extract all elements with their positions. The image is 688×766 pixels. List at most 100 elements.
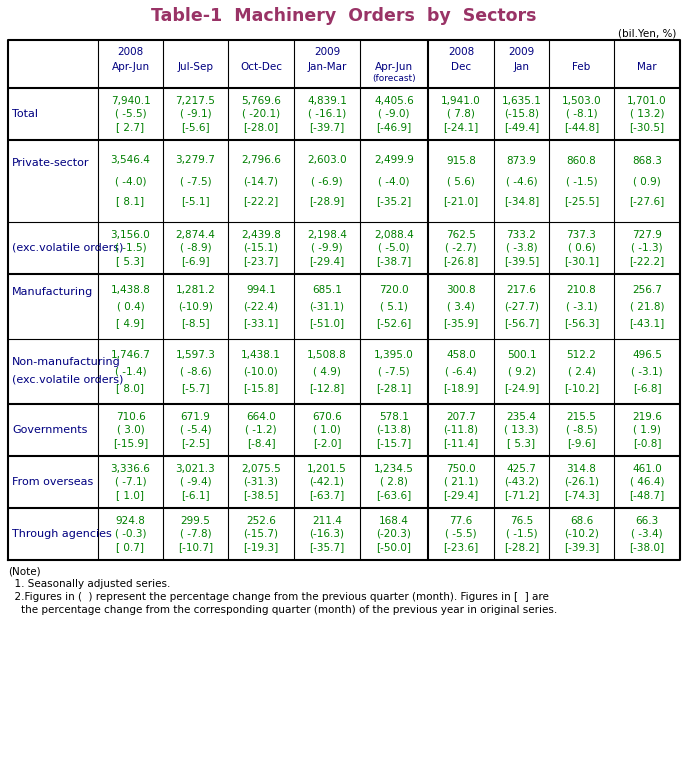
- Text: [-56.7]: [-56.7]: [504, 318, 539, 328]
- Text: ( 21.1): ( 21.1): [444, 477, 478, 487]
- Text: ( -5.4): ( -5.4): [180, 425, 211, 435]
- Text: (-42.1): (-42.1): [310, 477, 345, 487]
- Text: ( -1.4): ( -1.4): [115, 366, 147, 377]
- Text: ( -1.5): ( -1.5): [566, 176, 597, 186]
- Text: 915.8: 915.8: [446, 155, 476, 165]
- Text: (-10.0): (-10.0): [244, 366, 279, 377]
- Text: [-28.2]: [-28.2]: [504, 542, 539, 552]
- Text: (-14.7): (-14.7): [244, 176, 279, 186]
- Text: (-16.3): (-16.3): [310, 529, 345, 539]
- Text: 733.2: 733.2: [506, 230, 537, 240]
- Text: 710.6: 710.6: [116, 412, 145, 422]
- Text: 1,438.8: 1,438.8: [111, 285, 151, 295]
- Text: 750.0: 750.0: [447, 464, 476, 474]
- Text: [-6.1]: [-6.1]: [181, 490, 210, 500]
- Text: [-5.7]: [-5.7]: [181, 383, 210, 393]
- Text: [-63.6]: [-63.6]: [376, 490, 411, 500]
- Text: 299.5: 299.5: [180, 516, 211, 526]
- Text: ( 1.0): ( 1.0): [313, 425, 341, 435]
- Text: 727.9: 727.9: [632, 230, 662, 240]
- Text: ( 7.8): ( 7.8): [447, 109, 475, 119]
- Text: 685.1: 685.1: [312, 285, 342, 295]
- Text: [ 2.7]: [ 2.7]: [116, 122, 144, 132]
- Text: [-35.9]: [-35.9]: [443, 318, 479, 328]
- Text: ( -5.5): ( -5.5): [115, 109, 147, 119]
- Text: ( 2.8): ( 2.8): [380, 477, 408, 487]
- Text: 664.0: 664.0: [246, 412, 276, 422]
- Text: (Note): (Note): [8, 566, 41, 576]
- Text: (-31.1): (-31.1): [310, 302, 345, 312]
- Text: 1,746.7: 1,746.7: [111, 350, 151, 360]
- Text: [-34.8]: [-34.8]: [504, 197, 539, 207]
- Text: [-43.1]: [-43.1]: [630, 318, 665, 328]
- Text: [-24.9]: [-24.9]: [504, 383, 539, 393]
- Text: 737.3: 737.3: [566, 230, 596, 240]
- Text: ( -16.1): ( -16.1): [308, 109, 346, 119]
- Text: [-38.0]: [-38.0]: [630, 542, 665, 552]
- Text: 2.Figures in (  ) represent the percentage change from the previous quarter (mon: 2.Figures in ( ) represent the percentag…: [8, 592, 549, 602]
- Text: [-35.7]: [-35.7]: [310, 542, 345, 552]
- Text: 207.7: 207.7: [446, 412, 476, 422]
- Text: [-74.3]: [-74.3]: [564, 490, 599, 500]
- Text: ( -4.0): ( -4.0): [378, 176, 410, 186]
- Text: [-18.9]: [-18.9]: [443, 383, 479, 393]
- Text: ( -4.6): ( -4.6): [506, 176, 537, 186]
- Text: ( -3.1): ( -3.1): [631, 366, 663, 377]
- Text: [-27.6]: [-27.6]: [630, 197, 665, 207]
- Text: Dec: Dec: [451, 62, 471, 72]
- Text: Feb: Feb: [572, 62, 590, 72]
- Text: [-10.7]: [-10.7]: [178, 542, 213, 552]
- Text: Non-manufacturing: Non-manufacturing: [12, 357, 121, 367]
- Text: [-23.6]: [-23.6]: [443, 542, 479, 552]
- Text: [-52.6]: [-52.6]: [376, 318, 411, 328]
- Text: ( -9.4): ( -9.4): [180, 477, 211, 487]
- Text: 2,874.4: 2,874.4: [175, 230, 215, 240]
- Text: 300.8: 300.8: [447, 285, 476, 295]
- Text: 458.0: 458.0: [446, 350, 476, 360]
- Text: (-31.3): (-31.3): [244, 477, 279, 487]
- Text: [-9.6]: [-9.6]: [567, 438, 596, 448]
- Text: 2,075.5: 2,075.5: [241, 464, 281, 474]
- Text: ( -1.3): ( -1.3): [631, 243, 663, 253]
- Text: ( -4.0): ( -4.0): [115, 176, 147, 186]
- Text: 2,499.9: 2,499.9: [374, 155, 414, 165]
- Text: [-2.0]: [-2.0]: [313, 438, 341, 448]
- Text: [-63.7]: [-63.7]: [310, 490, 345, 500]
- Text: ( -3.4): ( -3.4): [631, 529, 663, 539]
- Text: 2009: 2009: [314, 47, 340, 57]
- Text: [-51.0]: [-51.0]: [310, 318, 345, 328]
- Text: [-6.8]: [-6.8]: [633, 383, 661, 393]
- Text: 215.5: 215.5: [566, 412, 596, 422]
- Text: 924.8: 924.8: [116, 516, 145, 526]
- Text: 68.6: 68.6: [570, 516, 593, 526]
- Text: (exc.volatile orders): (exc.volatile orders): [12, 243, 123, 253]
- Text: 76.5: 76.5: [510, 516, 533, 526]
- Text: ( -9.9): ( -9.9): [311, 243, 343, 253]
- Text: [-22.2]: [-22.2]: [244, 197, 279, 207]
- Text: ( 21.8): ( 21.8): [630, 302, 664, 312]
- Text: (exc.volatile orders): (exc.volatile orders): [12, 375, 123, 385]
- Text: [ 8.0]: [ 8.0]: [116, 383, 144, 393]
- Text: [-39.3]: [-39.3]: [564, 542, 599, 552]
- Text: ( -6.9): ( -6.9): [311, 176, 343, 186]
- Text: (-26.1): (-26.1): [564, 477, 599, 487]
- Text: ( 13.3): ( 13.3): [504, 425, 539, 435]
- Text: (-10.2): (-10.2): [564, 529, 599, 539]
- Text: [-39.5]: [-39.5]: [504, 256, 539, 266]
- Text: [ 5.3]: [ 5.3]: [116, 256, 144, 266]
- Text: ( -7.5): ( -7.5): [180, 176, 211, 186]
- Text: [-44.8]: [-44.8]: [564, 122, 599, 132]
- Text: [-8.4]: [-8.4]: [247, 438, 275, 448]
- Text: ( 0.4): ( 0.4): [117, 302, 144, 312]
- Text: [-50.0]: [-50.0]: [376, 542, 411, 552]
- Text: 4,839.1: 4,839.1: [307, 96, 347, 106]
- Text: 252.6: 252.6: [246, 516, 276, 526]
- Text: ( -1.5): ( -1.5): [115, 243, 147, 253]
- Text: 1,941.0: 1,941.0: [441, 96, 481, 106]
- Text: ( -7.8): ( -7.8): [180, 529, 211, 539]
- Text: ( -5.0): ( -5.0): [378, 243, 410, 253]
- Text: Jan: Jan: [513, 62, 530, 72]
- Text: ( 1.9): ( 1.9): [633, 425, 661, 435]
- Text: 500.1: 500.1: [506, 350, 537, 360]
- Text: [ 5.3]: [ 5.3]: [508, 438, 535, 448]
